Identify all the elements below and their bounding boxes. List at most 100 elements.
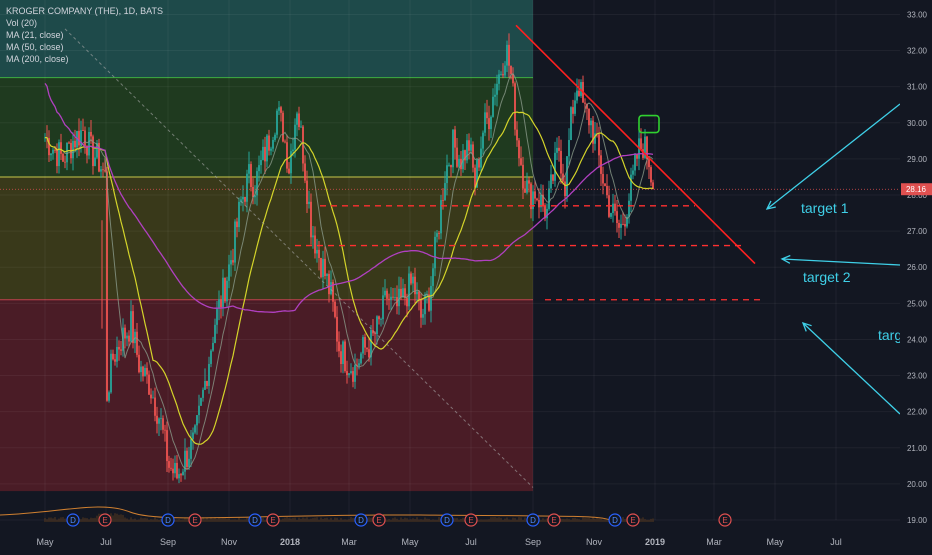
volume-bar (486, 519, 488, 522)
volume-bar (582, 517, 584, 522)
volume-bar (352, 518, 354, 522)
dividend-marker (608, 513, 622, 527)
volume-bar (184, 517, 186, 522)
time-tick-label: Jul (100, 537, 112, 547)
volume-bar (334, 517, 336, 522)
candle-body (350, 371, 352, 374)
candle-body (502, 74, 504, 76)
candle-body (188, 458, 190, 467)
candle-body (574, 100, 576, 114)
volume-bar (514, 518, 516, 522)
candle-body (136, 331, 138, 355)
candle-body (320, 257, 322, 278)
breakout-box (638, 114, 660, 134)
volume-bar (540, 519, 542, 522)
last-price-label: 28.16 (906, 185, 927, 194)
candle-body (428, 294, 430, 311)
candle-body (272, 139, 274, 149)
volume-bar (236, 519, 238, 522)
candle-body (64, 161, 66, 163)
candle-body (236, 221, 238, 228)
candle-body (108, 392, 110, 401)
volume-bar (570, 519, 572, 522)
volume-bar (462, 517, 464, 522)
candle-body (418, 291, 420, 300)
volume-bar (58, 518, 60, 522)
candle-body (554, 152, 556, 181)
volume-bar (240, 519, 242, 522)
candle-body (172, 468, 174, 474)
candle-body (530, 183, 532, 210)
earnings-marker (547, 513, 561, 527)
volume-bar (52, 518, 54, 522)
volume-bar (646, 519, 648, 522)
candle-body (494, 94, 496, 97)
last-price-tag (901, 183, 932, 196)
candle-body (516, 129, 518, 141)
candle-body (326, 273, 328, 277)
candle-body (448, 164, 450, 166)
candle-body (312, 235, 314, 238)
candle-body (186, 450, 188, 467)
volume-bar (220, 518, 222, 522)
candle-body (174, 462, 176, 474)
target3-label: targ (878, 327, 902, 343)
price-tick-label: 22.00 (907, 408, 928, 417)
candle-body (604, 183, 606, 186)
candle-body (68, 142, 70, 144)
candle-body (360, 353, 362, 364)
candle-body (254, 195, 256, 198)
volume-bar (60, 517, 62, 522)
volume-bar (222, 517, 224, 522)
candle-body (58, 142, 60, 167)
candle-body (512, 74, 514, 84)
candle-body (564, 181, 566, 197)
volume-bar (408, 519, 410, 522)
candle-body (348, 373, 350, 376)
candle-body (282, 112, 284, 142)
candle-body (106, 171, 108, 401)
volume-bar (216, 519, 218, 522)
candle-body (318, 249, 320, 258)
volume-bar (158, 519, 160, 522)
candle-body (160, 418, 162, 420)
candle-body (128, 335, 130, 342)
dividend-marker-label: D (165, 516, 171, 525)
candle-body (346, 371, 348, 376)
candle-body (278, 107, 280, 111)
candle-body (158, 418, 160, 424)
volume-bar (156, 519, 158, 522)
target1-arrow-head (765, 200, 776, 210)
price-tick-label: 32.00 (907, 47, 928, 56)
candle-body (610, 213, 612, 217)
dividend-marker-label: D (530, 516, 536, 525)
candle-body (570, 107, 572, 141)
time-tick-label: 2018 (280, 537, 300, 547)
candle-body (202, 389, 204, 398)
volume-bar (600, 518, 602, 522)
candle-body (228, 264, 230, 281)
volume-bar (142, 518, 144, 522)
candle-body (258, 165, 260, 172)
volume-bar (244, 519, 246, 522)
volume-bar (176, 519, 178, 522)
candle-body (298, 113, 300, 127)
volume-bar (390, 519, 392, 522)
candle-body (180, 474, 182, 476)
candle-body (566, 156, 568, 197)
candle-body (206, 381, 208, 386)
zone-red (0, 299, 533, 492)
candle-body (404, 288, 406, 299)
candle-body (592, 120, 594, 144)
volume-bar (460, 518, 462, 522)
candle-body (370, 330, 372, 358)
dividend-marker-label: D (444, 516, 450, 525)
candle-body (364, 337, 366, 348)
candle-body (334, 301, 336, 317)
volume-bar (174, 519, 176, 522)
volume-bar (508, 519, 510, 522)
candle-body (260, 159, 262, 166)
volume-bar (386, 519, 388, 522)
